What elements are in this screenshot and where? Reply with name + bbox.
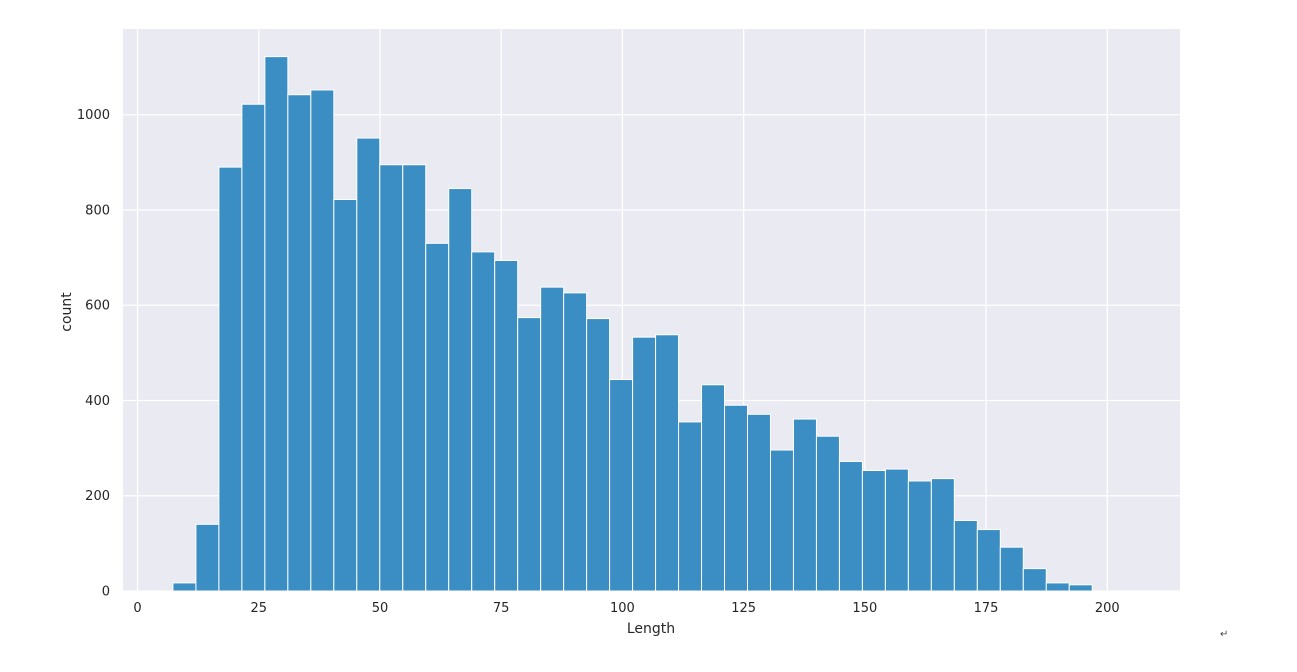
histogram-bar — [976, 529, 1001, 592]
histogram-bar — [563, 292, 588, 592]
x-tick-label: 175 — [974, 601, 999, 616]
x-tick-labels: 0 25 50 75 100 125 150 175 200 — [133, 601, 1119, 616]
x-tick-label: 200 — [1095, 601, 1120, 616]
histogram-bars — [172, 56, 1093, 592]
histogram-bar — [494, 259, 519, 592]
x-tick-label: 0 — [133, 601, 141, 616]
histogram-bar — [815, 435, 840, 592]
y-tick-label: 1000 — [77, 108, 110, 123]
histogram-bar — [838, 460, 863, 592]
histogram-bar — [264, 56, 289, 592]
histogram-bar — [930, 478, 955, 592]
histogram-bar — [747, 413, 771, 592]
histogram-bar — [861, 470, 886, 592]
x-axis-label: Length — [627, 621, 675, 637]
histogram-bar — [999, 546, 1024, 592]
histogram-bar — [701, 384, 726, 592]
x-tick-label: 25 — [250, 601, 267, 616]
y-tick-label: 400 — [85, 394, 110, 409]
y-tick-label: 0 — [102, 585, 110, 600]
x-tick-label: 100 — [610, 601, 635, 616]
histogram-bar — [655, 334, 680, 592]
x-tick-label: 50 — [372, 601, 389, 616]
y-tick-label: 200 — [85, 489, 110, 504]
histogram-bar — [379, 164, 404, 592]
histogram-bar — [907, 480, 932, 592]
y-axis-label: count — [59, 292, 75, 332]
y-tick-label: 800 — [85, 203, 110, 218]
x-tick-label: 125 — [731, 601, 756, 616]
histogram-bar — [172, 582, 197, 592]
histogram-bar — [287, 94, 312, 592]
histogram-bar — [540, 286, 565, 592]
x-tick-label: 150 — [852, 601, 877, 616]
histogram-bar — [241, 103, 266, 592]
x-tick-label: 75 — [493, 601, 510, 616]
histogram-bar — [333, 199, 358, 592]
histogram-bar — [1022, 568, 1047, 592]
histogram-bar — [356, 137, 381, 592]
histogram-bar — [471, 251, 496, 592]
histogram-bar — [792, 418, 817, 592]
histogram-bar — [1045, 582, 1070, 592]
histogram-bar — [678, 421, 703, 592]
histogram-bar — [310, 89, 335, 592]
histogram-bar — [884, 468, 909, 592]
histogram-bar — [402, 164, 427, 592]
histogram-bar — [1068, 584, 1093, 592]
y-tick-labels: 0 200 400 600 800 1000 — [77, 108, 110, 599]
histogram-bar — [425, 242, 450, 592]
y-tick-label: 600 — [85, 299, 110, 314]
histogram-bar — [586, 318, 611, 592]
histogram-bar — [632, 336, 657, 592]
histogram-bar — [448, 188, 473, 592]
histogram-bar — [609, 379, 634, 592]
histogram-bar — [724, 404, 749, 592]
return-symbol-icon: ↵ — [1220, 629, 1228, 640]
histogram-bar — [517, 317, 542, 592]
histogram-bar — [195, 523, 220, 592]
histogram-bar — [953, 520, 978, 592]
histogram-bar — [218, 166, 243, 592]
histogram-bar — [769, 449, 794, 592]
